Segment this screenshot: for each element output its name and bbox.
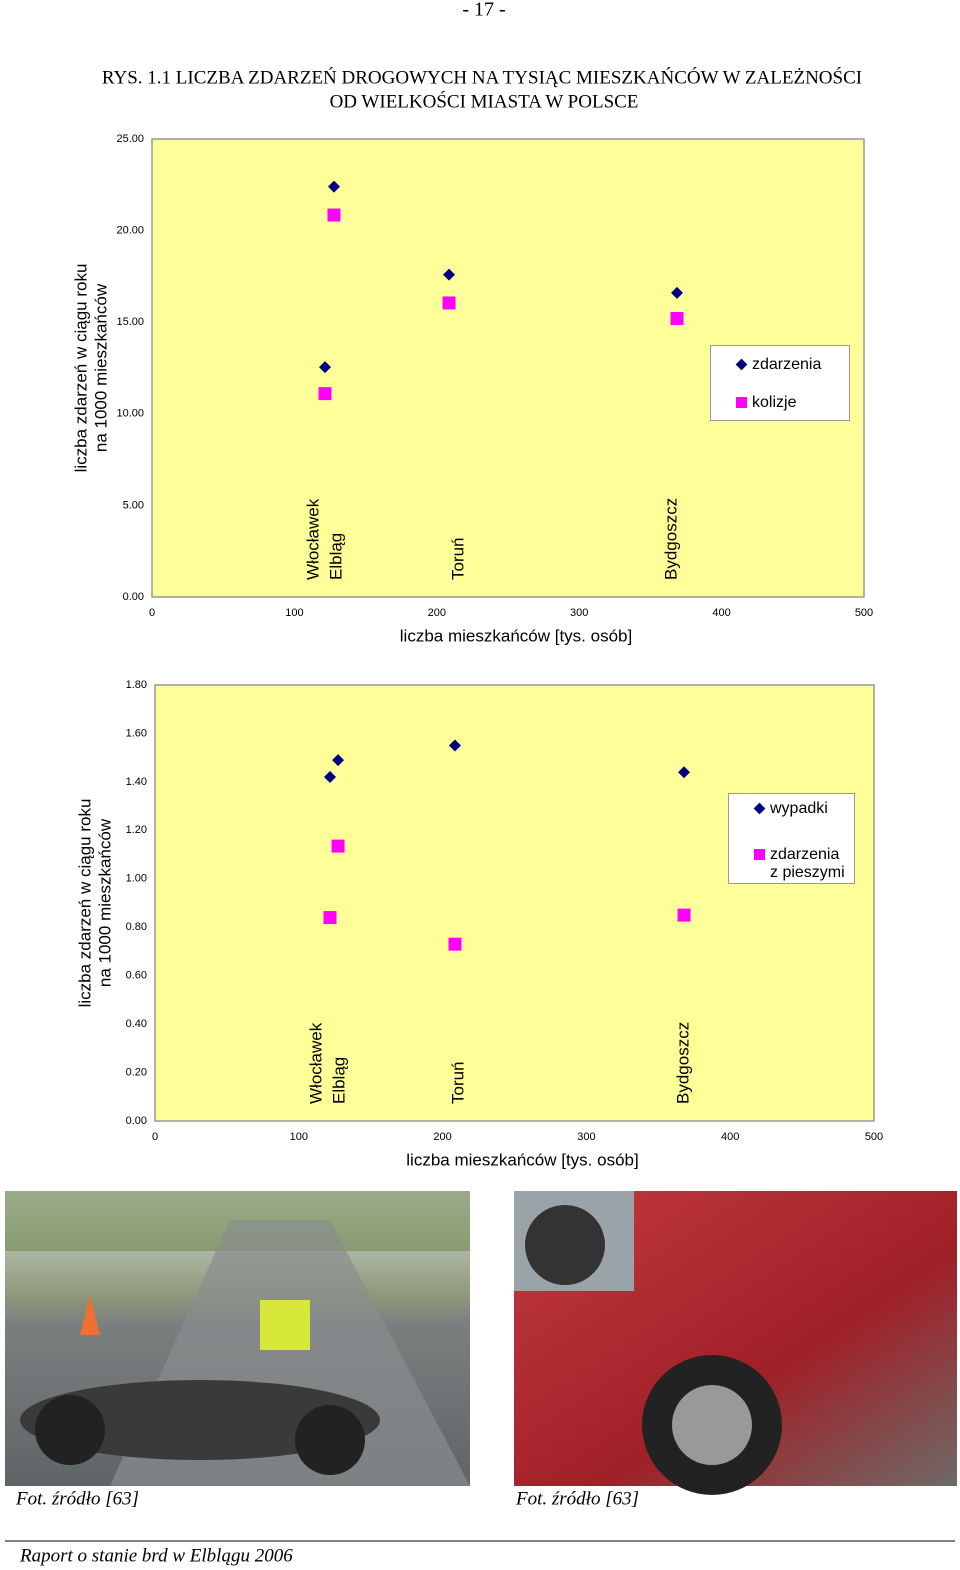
x-tick-label: 100 (285, 607, 303, 619)
x-tick-label: 300 (577, 1131, 595, 1143)
legend-label: zdarzenia z pieszymi (770, 846, 845, 881)
photo (514, 1191, 957, 1495)
x-axis-title: liczba mieszkańców [tys. osób] (406, 1150, 638, 1169)
legend-swatch (753, 802, 766, 815)
photo-caption: Fot. źródło [63] (515, 1488, 639, 1509)
y-tick-label: 1.40 (126, 776, 147, 788)
y-tick-label: 0.40 (126, 1018, 147, 1030)
y-axis-title: liczba zdarzeń w ciągu roku (71, 264, 90, 473)
legend-item: wypadki (753, 800, 851, 818)
point (448, 937, 462, 951)
y-tick-label: 0.00 (123, 591, 144, 603)
x-tick-label: 500 (865, 1131, 883, 1143)
legend-label: kolizje (752, 394, 797, 411)
y-tick-label: 0.80 (126, 921, 147, 933)
x-tick-label: 200 (428, 607, 446, 619)
point (442, 296, 456, 310)
legend: zdarzenia kolizje (710, 345, 850, 421)
point (319, 361, 332, 374)
point (331, 839, 345, 853)
photo (5, 1191, 470, 1486)
legend-label: zdarzenia (752, 356, 822, 373)
point (324, 771, 337, 784)
x-tick-label: 400 (721, 1131, 739, 1143)
x-tick-label: 0 (149, 607, 155, 619)
x-tick-label: 300 (570, 607, 588, 619)
page-number: - 17 - (462, 0, 505, 21)
point (318, 387, 332, 401)
point-label: Bydgoszcz (662, 498, 681, 580)
point (677, 908, 691, 922)
legend-swatch (735, 358, 748, 371)
point (323, 911, 337, 925)
point-label: Toruń (448, 1061, 467, 1104)
x-tick-label: 200 (433, 1131, 451, 1143)
y-tick-label: 15.00 (116, 316, 144, 328)
x-tick-label: 500 (855, 607, 873, 619)
point-label: Włocławek (306, 1022, 325, 1104)
point (443, 268, 456, 281)
y-axis-title: na 1000 mieszkańców (91, 283, 110, 452)
legend-item: kolizje (736, 394, 846, 412)
y-tick-label: 0.60 (126, 970, 147, 982)
point-label: Włocławek (304, 498, 323, 580)
x-tick-label: 400 (712, 607, 730, 619)
y-tick-label: 5.00 (123, 499, 144, 511)
point (327, 180, 340, 193)
y-tick-label: 20.00 (116, 225, 144, 237)
point-label: Elbląg (326, 533, 345, 580)
point-label: Bydgoszcz (674, 1022, 693, 1104)
legend: wypadki zdarzenia z pieszymi (728, 793, 855, 884)
y-tick-label: 0.20 (126, 1066, 147, 1078)
y-tick-label: 10.00 (116, 408, 144, 420)
y-tick-label: 1.80 (126, 679, 147, 691)
figure-title: RYS. 1.1 LICZBA ZDARZEŃ DROGOWYCH NA TYS… (102, 66, 862, 88)
y-axis-title: na 1000 mieszkańców (95, 818, 114, 987)
legend-swatch (736, 397, 747, 408)
point (670, 312, 684, 326)
legend-item: zdarzenia z pieszymi (754, 846, 851, 882)
x-axis-title: liczba mieszkańców [tys. osób] (400, 626, 632, 645)
figure-title: OD WIELKOŚCI MIASTA W POLSCE (330, 90, 639, 112)
y-tick-label: 1.20 (126, 824, 147, 836)
y-tick-label: 0.00 (126, 1115, 147, 1127)
point (678, 766, 691, 779)
point (671, 286, 684, 299)
y-tick-label: 1.60 (126, 727, 147, 739)
x-tick-label: 100 (290, 1131, 308, 1143)
footer: Raport o stanie brd w Elblągu 2006 (19, 1545, 293, 1566)
point-label: Elbląg (330, 1057, 349, 1104)
photo-caption: Fot. źródło [63] (15, 1488, 139, 1509)
legend-item: zdarzenia (735, 356, 846, 374)
y-tick-label: 1.00 (126, 873, 147, 885)
legend-swatch (754, 849, 765, 860)
x-tick-label: 0 (152, 1131, 158, 1143)
plot-area (154, 684, 875, 1122)
point (327, 208, 341, 222)
y-tick-label: 25.00 (116, 133, 144, 145)
legend-label: wypadki (770, 800, 828, 817)
y-axis-title: liczba zdarzeń w ciągu roku (75, 799, 94, 1008)
point-label: Toruń (449, 537, 468, 580)
point (332, 754, 345, 767)
point (448, 739, 461, 752)
